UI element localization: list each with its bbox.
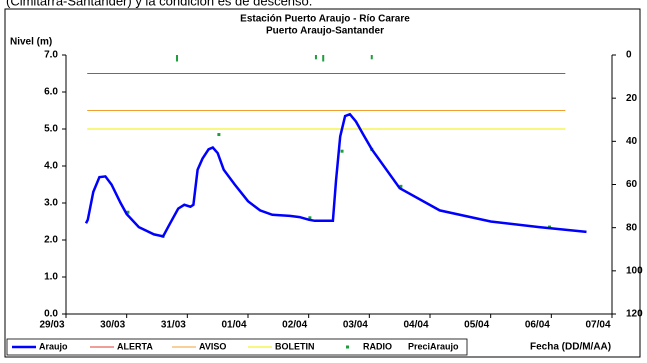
scatter-point: [217, 133, 221, 137]
y-axis-title: Nivel (m): [10, 37, 52, 48]
precip-bar: [314, 55, 317, 60]
x-tick-label: 05/04: [464, 320, 489, 331]
legend-label: Araujo: [39, 341, 68, 351]
legend-label: AVISO: [199, 341, 226, 351]
series-line: [84, 112, 587, 238]
scatter-point: [399, 184, 403, 188]
x-tick-label: 07/04: [585, 320, 610, 331]
scatter-point: [340, 149, 344, 153]
y2-tick-label: 0: [626, 50, 632, 61]
x-tick-label: 30/03: [100, 320, 125, 331]
y2-tick-label: 40: [626, 136, 638, 147]
legend-box: [6, 338, 468, 356]
x-tick-label: 03/04: [343, 320, 368, 331]
y2-tick-label: 80: [626, 222, 638, 233]
precip-bar: [176, 55, 179, 62]
y2-tick-label: 100: [626, 265, 643, 276]
y-tick-label: 3.0: [44, 198, 58, 209]
y2-tick-label: 20: [626, 93, 638, 104]
legend-label: ALERTA: [117, 341, 153, 351]
y-tick-label: 7.0: [44, 50, 58, 61]
x-tick-label: 29/03: [39, 320, 64, 331]
scatter-point: [308, 216, 312, 220]
x-tick-label: 01/04: [221, 320, 246, 331]
y-tick-label: 1.0: [44, 272, 58, 283]
y-tick-label: 4.0: [44, 161, 58, 172]
chart-title: Estación Puerto Araujo - Río Carare: [240, 14, 410, 25]
legend-label: BOLETIN: [275, 341, 315, 351]
chart-subtitle: Puerto Araujo-Santander: [266, 26, 384, 37]
y-tick-label: 6.0: [44, 87, 58, 98]
y-tick-label: 0.0: [44, 309, 58, 320]
legend-label: PreciAraujo: [408, 341, 459, 351]
precip-bar: [322, 55, 325, 62]
caption: (Cimitarra-Santander) y la condición es …: [6, 0, 312, 8]
y-tick-label: 2.0: [44, 235, 58, 246]
x-tick-label: 06/04: [525, 320, 550, 331]
precip-bar: [370, 55, 373, 60]
x-tick-label: 04/04: [403, 320, 428, 331]
x-tick-label: 02/04: [282, 320, 307, 331]
y2-tick-label: 120: [626, 309, 643, 320]
scatter-point: [126, 210, 130, 214]
y2-tick-label: 60: [626, 179, 638, 190]
x-axis-title: Fecha (DD/M/AA): [530, 342, 611, 353]
y-tick-label: 5.0: [44, 124, 58, 135]
legend-symbol: [346, 345, 349, 349]
x-tick-label: 31/03: [161, 320, 186, 331]
legend-label: RADIO: [363, 341, 392, 351]
